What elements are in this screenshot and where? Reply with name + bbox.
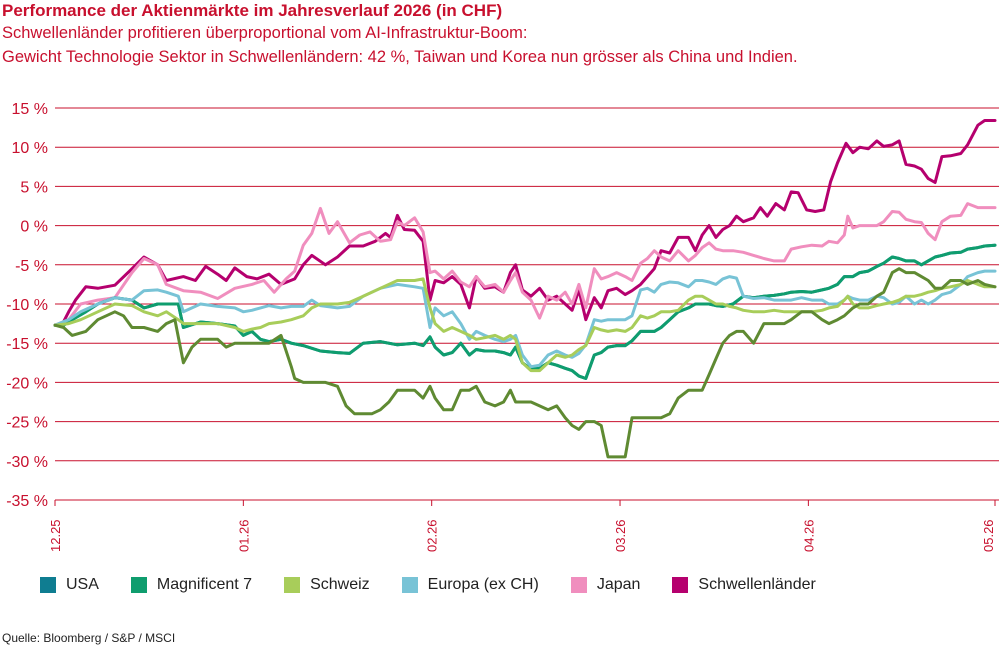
y-tick-label: -35 % [6,493,48,510]
y-tick-label: -20 % [6,375,48,392]
y-tick-label: 10 % [12,140,48,157]
chart-title: Performance der Aktienmärkte im Jahresve… [2,1,503,20]
legend-item-usa: USA [40,576,99,594]
chart-subtitle-line1: Schwellenländer profitieren überproporti… [2,24,528,42]
series-line [53,269,997,369]
chart-legend: USA Magnificent 7 Schweiz Europa (ex CH)… [40,576,848,594]
x-tick-label: 03.26 [613,519,628,552]
legend-swatch-japan [570,577,587,593]
y-tick-label: -25 % [6,415,48,432]
series-line [53,119,997,327]
legend-label-schweiz: Schweiz [310,576,370,593]
y-tick-label: -5 % [15,258,48,275]
legend-swatch-usa [40,577,56,593]
legend-swatch-europa [401,577,418,593]
legend-swatch-schweiz [284,577,301,593]
legend-swatch-magnificent-7 [130,577,147,593]
y-tick-label: -30 % [6,454,48,471]
legend-label-magnificent-7: Magnificent 7 [156,576,253,593]
legend-label-europa: Europa (ex CH) [427,576,539,593]
legend-label-schwellenlaender: Schwellenländer [698,576,816,593]
y-tick-label: 0 % [20,219,48,236]
line-chart: 15 % 10 % 5 % 0 % -5 % -10 % -15 % -20 % -25 % -3… [6,101,999,552]
series-line [53,202,997,327]
x-tick-label: 01.26 [236,519,251,552]
y-tick-label: 5 % [20,179,48,196]
series-line [53,267,997,459]
x-tick-label: 02.26 [425,519,440,552]
x-tick-label: 05.26 [981,519,996,552]
legend-item-japan: Japan [570,576,641,594]
source-note: Quelle: Bloomberg / S&P / MSCI [2,631,176,645]
legend-item-magnificent-7: Magnificent 7 [130,576,253,594]
x-tick-label: 12.25 [48,519,63,552]
y-tick-label: 15 % [12,101,48,118]
y-tick-label: -15 % [6,336,48,353]
x-tick-label: 04.26 [801,519,816,552]
legend-item-europa: Europa (ex CH) [401,576,539,594]
chart-subtitle-line2: Gewicht Technologie Sektor in Schwellenl… [2,48,798,66]
legend-swatch-schwellenlaender [672,577,689,593]
series-line [53,277,997,373]
legend-item-schweiz: Schweiz [284,576,370,594]
series-line [53,243,997,380]
y-tick-label: -10 % [6,297,48,314]
legend-label-usa: USA [66,576,99,593]
legend-item-schwellenlaender: Schwellenländer [672,576,816,594]
legend-label-japan: Japan [596,576,641,593]
